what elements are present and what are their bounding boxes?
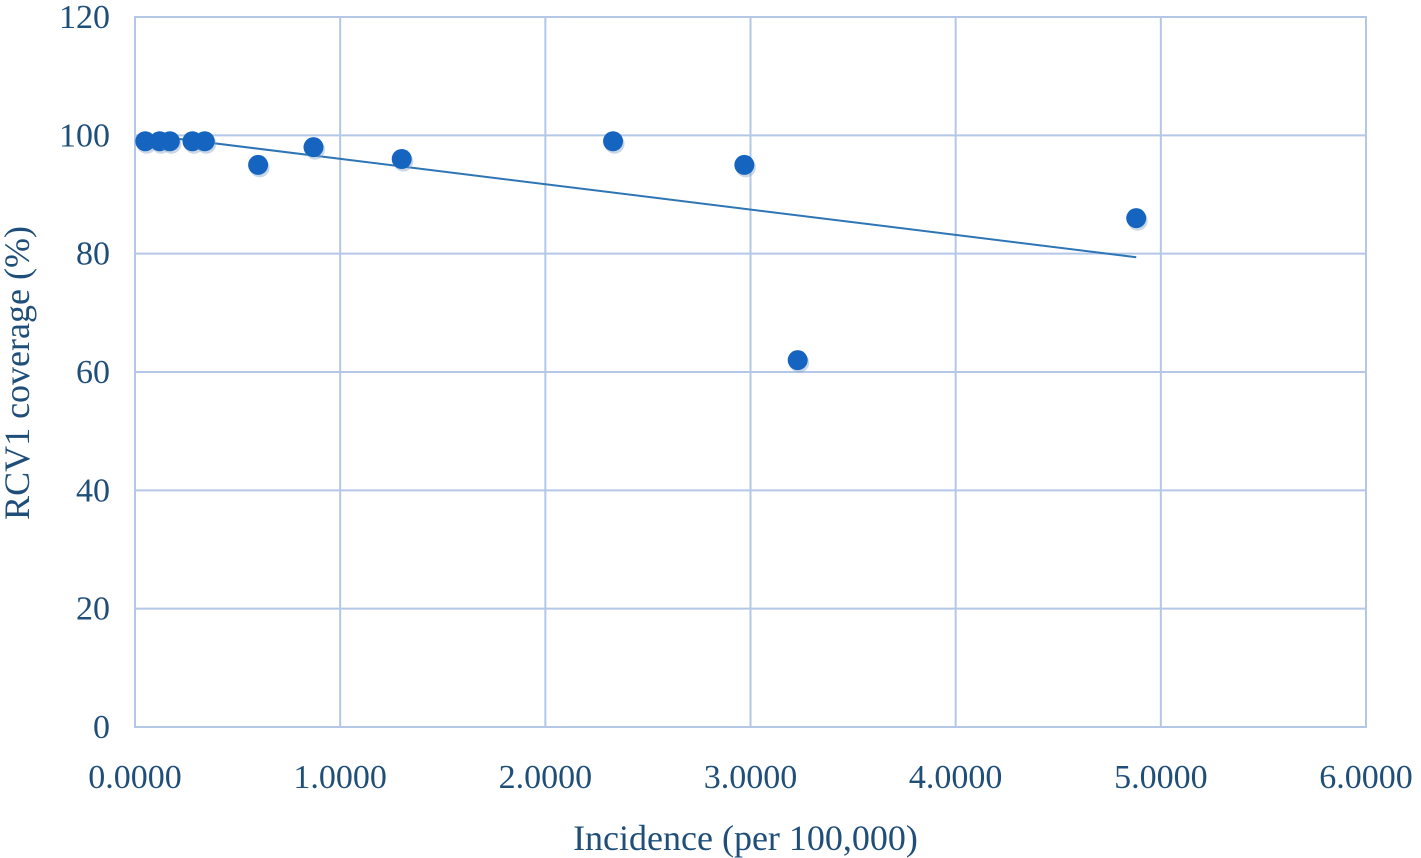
y-tick-label: 60 xyxy=(76,354,110,391)
gridlines xyxy=(134,16,1367,728)
y-tick-label: 0 xyxy=(93,709,110,746)
x-axis-tick-labels: 0.0000 1.0000 2.0000 3.0000 4.0000 5.0000 6.00… xyxy=(88,759,1413,796)
plot-area xyxy=(134,16,1367,728)
x-tick-label: 4.0000 xyxy=(909,759,1003,796)
data-point xyxy=(159,131,180,152)
y-axis-tick-labels: 0 20 40 60 80 100 120 xyxy=(59,0,110,746)
y-tick-label: 40 xyxy=(76,472,110,509)
data-point xyxy=(303,137,324,158)
x-tick-label: 0.0000 xyxy=(88,759,182,796)
y-tick-label: 100 xyxy=(59,117,110,154)
y-tick-label: 20 xyxy=(76,591,110,628)
x-tick-label: 1.0000 xyxy=(293,759,387,796)
y-tick-label: 80 xyxy=(76,236,110,273)
data-point xyxy=(787,350,808,371)
data-point xyxy=(391,149,412,169)
data-point xyxy=(194,131,215,152)
data-point xyxy=(603,131,624,152)
x-tick-label: 5.0000 xyxy=(1114,759,1208,796)
x-tick-label: 2.0000 xyxy=(499,759,593,796)
data-point xyxy=(1126,208,1147,229)
x-axis-title: Incidence (per 100,000) xyxy=(573,818,918,858)
y-tick-label: 120 xyxy=(59,0,110,36)
linear-trendline xyxy=(145,133,1137,259)
data-point xyxy=(135,131,156,152)
data-points xyxy=(135,131,1148,373)
data-point xyxy=(734,154,755,175)
data-point xyxy=(248,154,269,175)
x-tick-label: 3.0000 xyxy=(704,759,798,796)
y-axis-title: RCV1 coverage (%) xyxy=(0,226,37,520)
x-tick-label: 6.0000 xyxy=(1319,759,1413,796)
